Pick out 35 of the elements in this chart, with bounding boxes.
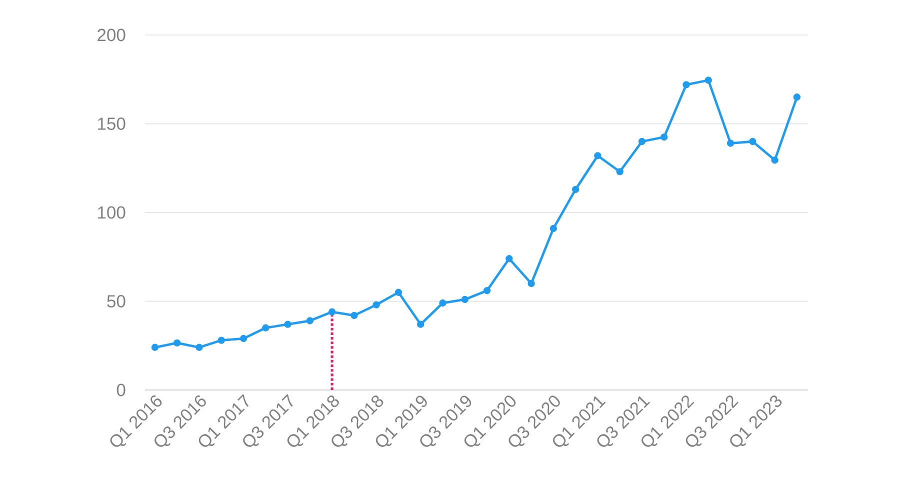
point [350, 312, 358, 320]
y-tick-label: 150 [98, 118, 126, 130]
point [284, 320, 292, 328]
point [483, 287, 491, 294]
point [572, 186, 580, 194]
y-tick-label: 0 [116, 384, 126, 396]
point [704, 76, 712, 84]
point [328, 308, 336, 316]
point [638, 138, 646, 146]
point [218, 336, 225, 344]
point [682, 81, 690, 88]
y-tick-label: 100 [98, 206, 126, 219]
point [749, 138, 756, 146]
point [726, 140, 734, 147]
point [550, 224, 558, 232]
point [151, 344, 159, 351]
point [240, 334, 248, 342]
point [616, 168, 624, 176]
point [306, 317, 314, 324]
y-tick-label: 200 [98, 28, 126, 42]
point [660, 133, 668, 141]
point [594, 152, 602, 160]
point [394, 288, 402, 296]
point [262, 324, 270, 332]
point [417, 320, 424, 328]
point [528, 280, 535, 288]
point [174, 339, 181, 347]
point [771, 156, 778, 164]
y-tick-label: 50 [107, 295, 126, 308]
point [506, 255, 513, 262]
point [372, 301, 380, 308]
point [439, 299, 446, 307]
point [196, 344, 203, 351]
point [461, 296, 468, 304]
point [793, 94, 801, 101]
